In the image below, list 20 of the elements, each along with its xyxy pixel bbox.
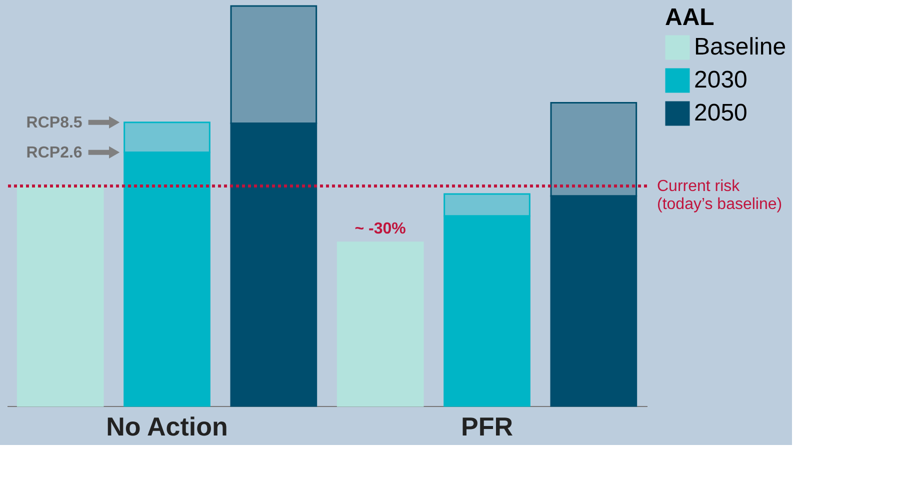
bar: [550, 102, 638, 197]
annotation: RCP8.5: [26, 114, 82, 132]
legend-title: AAL: [665, 4, 714, 31]
legend-label: 2050: [694, 100, 748, 126]
bar: [230, 122, 318, 407]
annotation: RCP2.6: [26, 144, 82, 162]
legend-label: 2030: [694, 66, 748, 94]
ref-line-label: Current risk (today’s baseline): [657, 178, 782, 213]
bar: [124, 122, 210, 154]
bar: [336, 242, 424, 407]
legend-label: Baseline: [694, 34, 786, 60]
bar: [230, 5, 318, 124]
x-tick-label: No Action: [106, 412, 228, 442]
x-tick-label: PFR: [461, 412, 514, 442]
annotation: ~ -30%: [354, 220, 406, 238]
bar: [16, 185, 104, 407]
bar: [444, 215, 530, 407]
bar: [124, 152, 210, 407]
bar: [444, 193, 530, 217]
bar: [550, 195, 638, 407]
